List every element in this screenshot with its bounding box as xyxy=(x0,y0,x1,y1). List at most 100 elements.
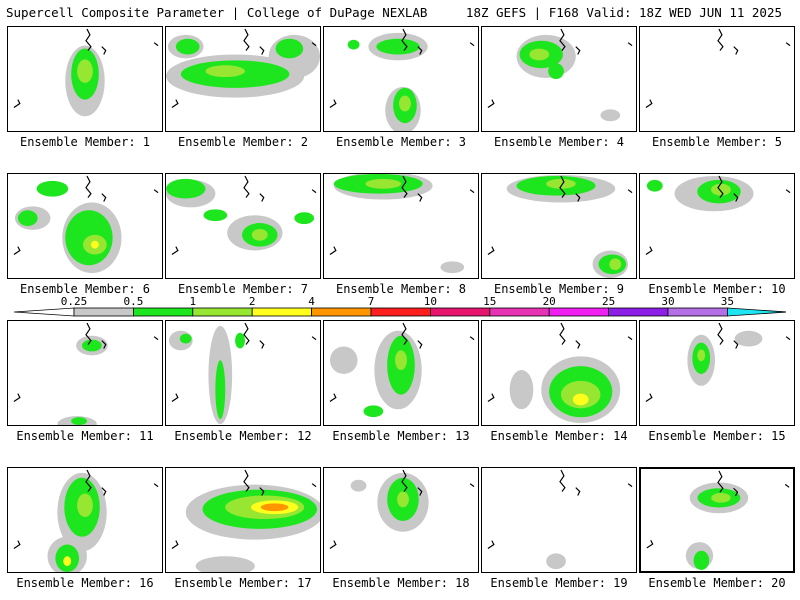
legend-tick-label: 2 xyxy=(248,295,256,308)
state-outline xyxy=(784,483,790,488)
member-map-field-2 xyxy=(166,28,320,108)
member-map-17[interactable] xyxy=(165,467,321,573)
member-map-field-16 xyxy=(13,469,159,572)
scp-contour xyxy=(711,493,731,503)
member-caption-17: Ensemble Member: 17 xyxy=(174,576,312,590)
state-outline xyxy=(559,175,566,198)
member-map-14[interactable] xyxy=(481,320,637,426)
state-outline xyxy=(329,393,337,402)
member-map-field-3 xyxy=(329,28,475,131)
member-map-2[interactable] xyxy=(165,26,321,132)
state-outline xyxy=(153,189,159,194)
member-map-13[interactable] xyxy=(323,320,479,426)
legend-swatch xyxy=(370,307,431,317)
scp-contour xyxy=(734,330,763,347)
state-outline xyxy=(417,487,423,496)
legend-swatch xyxy=(192,307,253,317)
state-outline xyxy=(487,393,495,402)
legend-tick-label: 20 xyxy=(542,295,556,308)
state-outline xyxy=(717,175,724,198)
state-outline xyxy=(85,469,92,492)
legend-tick-label: 0.25 xyxy=(60,295,88,308)
legend-swatch xyxy=(727,307,786,317)
state-outline xyxy=(311,42,317,47)
member-map-field-7 xyxy=(166,175,317,255)
scp-contour xyxy=(546,178,576,189)
state-outline xyxy=(85,322,92,345)
member-caption-15: Ensemble Member: 15 xyxy=(648,429,786,443)
scp-contour xyxy=(711,183,731,196)
legend-swatch xyxy=(667,307,728,317)
legend-tick-label: 7 xyxy=(367,295,375,308)
state-outline xyxy=(575,487,581,496)
state-outline xyxy=(401,469,408,492)
state-outline xyxy=(401,175,408,198)
scp-contour xyxy=(440,261,465,274)
member-caption-4: Ensemble Member: 4 xyxy=(493,135,625,149)
member-map-1[interactable] xyxy=(7,26,163,132)
member-map-11[interactable] xyxy=(7,320,163,426)
scp-contour xyxy=(179,333,192,344)
scp-contour xyxy=(347,39,360,50)
member-map-18[interactable] xyxy=(323,467,479,573)
member-caption-3: Ensemble Member: 3 xyxy=(335,135,467,149)
member-caption-8: Ensemble Member: 8 xyxy=(335,282,467,296)
member-map-20[interactable] xyxy=(639,467,795,573)
legend-swatch xyxy=(133,307,194,317)
member-map-3[interactable] xyxy=(323,26,479,132)
scp-contour xyxy=(82,339,102,352)
scp-contour xyxy=(395,350,407,371)
state-outline xyxy=(101,340,107,349)
legend-tick-label: 4 xyxy=(308,295,315,308)
state-outline xyxy=(101,193,107,202)
state-outline xyxy=(259,46,265,55)
legend-tick-label: 35 xyxy=(720,295,735,308)
state-outline xyxy=(733,487,739,497)
state-outline xyxy=(733,193,739,202)
member-caption-2: Ensemble Member: 2 xyxy=(177,135,309,149)
scp-contour xyxy=(609,258,622,271)
state-outline xyxy=(171,540,179,549)
member-map-5[interactable] xyxy=(639,26,795,132)
member-map-field-11 xyxy=(13,322,159,425)
member-map-field-6 xyxy=(13,175,159,274)
state-outline xyxy=(717,322,724,345)
state-outline xyxy=(646,539,654,549)
legend-swatch xyxy=(489,307,550,317)
member-map-6[interactable] xyxy=(7,173,163,279)
member-map-9[interactable] xyxy=(481,173,637,279)
member-map-4[interactable] xyxy=(481,26,637,132)
state-outline xyxy=(487,540,495,549)
scp-contour xyxy=(697,349,706,362)
scp-contour xyxy=(693,550,710,571)
member-map-19[interactable] xyxy=(481,467,637,573)
member-map-12[interactable] xyxy=(165,320,321,426)
member-map-8[interactable] xyxy=(323,173,479,279)
member-map-10[interactable] xyxy=(639,173,795,279)
member-caption-20: Ensemble Member: 20 xyxy=(648,576,786,590)
state-outline xyxy=(559,28,566,51)
state-outline xyxy=(575,46,581,55)
member-map-15[interactable] xyxy=(639,320,795,426)
scp-contour xyxy=(572,393,589,406)
member-map-16[interactable] xyxy=(7,467,163,573)
state-outline xyxy=(627,189,633,194)
state-outline xyxy=(559,469,566,492)
member-map-field-20 xyxy=(646,470,790,571)
state-outline xyxy=(469,42,475,47)
scp-contour xyxy=(175,38,200,55)
state-outline xyxy=(85,175,92,198)
legend-swatch xyxy=(311,307,372,317)
member-caption-18: Ensemble Member: 18 xyxy=(332,576,470,590)
state-outline xyxy=(13,246,21,255)
legend-swatch xyxy=(251,307,312,317)
state-outline xyxy=(329,99,337,108)
state-outline xyxy=(785,189,791,194)
member-map-field-12 xyxy=(168,322,317,425)
state-outline xyxy=(627,42,633,47)
state-outline xyxy=(259,340,265,349)
state-outline xyxy=(627,483,633,488)
member-map-7[interactable] xyxy=(165,173,321,279)
scp-contour xyxy=(546,553,566,570)
state-outline xyxy=(101,46,107,55)
